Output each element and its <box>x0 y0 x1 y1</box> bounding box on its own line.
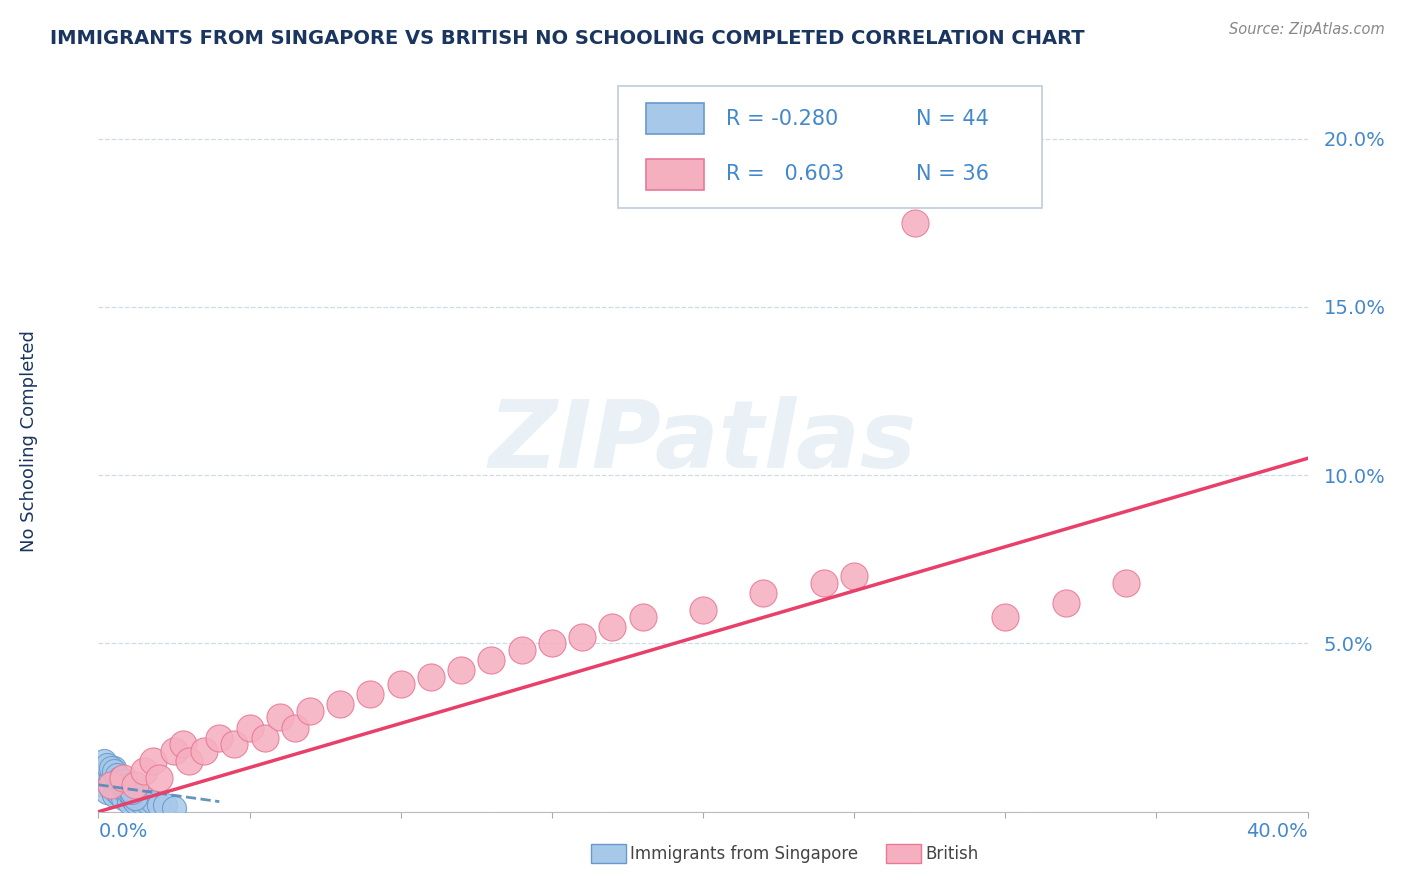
Text: 40.0%: 40.0% <box>1246 822 1308 841</box>
Point <box>100 767 122 781</box>
Text: R =   0.603: R = 0.603 <box>725 164 844 185</box>
Point <box>96 757 118 772</box>
Point <box>692 603 714 617</box>
Point <box>103 774 125 789</box>
Point <box>163 744 186 758</box>
Point <box>114 778 136 792</box>
Point <box>103 761 125 775</box>
Point <box>127 791 149 805</box>
Point <box>96 784 118 798</box>
Text: 0.0%: 0.0% <box>98 822 148 841</box>
Point <box>844 569 866 583</box>
Point <box>105 767 128 781</box>
Point <box>284 721 307 735</box>
Point <box>100 778 122 792</box>
Point <box>142 795 165 809</box>
Point <box>224 738 246 752</box>
Point <box>100 761 122 775</box>
Point <box>108 774 131 789</box>
Text: British: British <box>925 845 979 863</box>
Point <box>108 778 131 792</box>
Point <box>163 801 186 815</box>
Point <box>96 764 118 779</box>
Text: R = -0.280: R = -0.280 <box>725 109 838 128</box>
Point <box>1054 596 1077 610</box>
Point <box>124 791 146 805</box>
Point <box>193 744 215 758</box>
Point <box>111 781 134 796</box>
Point <box>389 677 412 691</box>
Y-axis label: No Schooling Completed: No Schooling Completed <box>20 331 38 552</box>
Point <box>135 795 157 809</box>
Point <box>121 784 143 798</box>
Point <box>450 664 472 678</box>
Point <box>481 653 503 667</box>
Text: IMMIGRANTS FROM SINGAPORE VS BRITISH NO SCHOOLING COMPLETED CORRELATION CHART: IMMIGRANTS FROM SINGAPORE VS BRITISH NO … <box>51 29 1084 47</box>
Point <box>329 697 352 711</box>
Point <box>103 788 125 802</box>
Point <box>571 630 593 644</box>
Point <box>118 784 141 798</box>
FancyBboxPatch shape <box>647 159 704 190</box>
Point <box>114 784 136 798</box>
Point <box>631 609 654 624</box>
Point <box>93 778 115 792</box>
Point <box>118 795 141 809</box>
Point <box>100 771 122 785</box>
Text: Source: ZipAtlas.com: Source: ZipAtlas.com <box>1229 22 1385 37</box>
Point <box>540 636 562 650</box>
Point <box>269 710 291 724</box>
Point <box>108 771 131 785</box>
Point <box>813 575 835 590</box>
Point <box>111 778 134 792</box>
Point <box>299 704 322 718</box>
Point <box>124 795 146 809</box>
Point <box>111 771 134 785</box>
Point <box>253 731 276 745</box>
Point <box>118 781 141 796</box>
Text: N = 44: N = 44 <box>915 109 988 128</box>
Point <box>1115 575 1137 590</box>
Point <box>239 721 262 735</box>
Point <box>129 795 152 809</box>
FancyBboxPatch shape <box>647 103 704 135</box>
Point <box>111 774 134 789</box>
Point <box>148 797 170 812</box>
Point <box>510 643 533 657</box>
Point <box>994 609 1017 624</box>
Point <box>114 781 136 796</box>
Point <box>121 791 143 805</box>
Point <box>153 797 176 812</box>
Point <box>142 754 165 768</box>
Point <box>118 788 141 802</box>
Point <box>121 788 143 802</box>
Point <box>132 764 155 779</box>
Text: Immigrants from Singapore: Immigrants from Singapore <box>630 845 858 863</box>
Text: N = 36: N = 36 <box>915 164 988 185</box>
Point <box>904 216 927 230</box>
Point <box>360 687 382 701</box>
Point <box>420 670 443 684</box>
Point <box>124 778 146 792</box>
Point <box>93 754 115 768</box>
Point <box>179 754 201 768</box>
Text: ZIPatlas: ZIPatlas <box>489 395 917 488</box>
Point <box>105 784 128 798</box>
Point <box>103 764 125 779</box>
FancyBboxPatch shape <box>619 87 1042 209</box>
Point <box>132 791 155 805</box>
Point <box>105 771 128 785</box>
Point <box>752 586 775 600</box>
Point <box>100 781 122 796</box>
Point <box>111 791 134 805</box>
Point <box>148 771 170 785</box>
Point <box>602 619 624 633</box>
Point <box>108 788 131 802</box>
Point <box>172 738 194 752</box>
Point <box>208 731 231 745</box>
